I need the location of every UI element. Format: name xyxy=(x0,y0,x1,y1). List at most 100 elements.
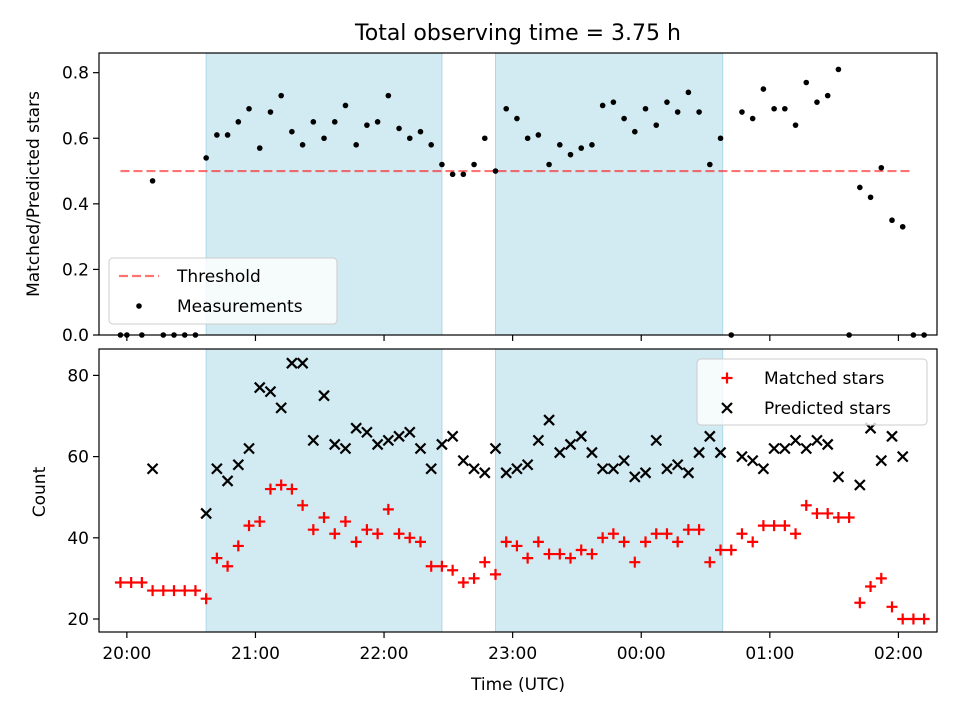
measurement-point xyxy=(632,128,638,135)
measurement-point xyxy=(224,132,231,138)
predicted-star-point xyxy=(221,475,234,487)
predicted-star-point xyxy=(693,446,705,459)
measurement-point xyxy=(321,135,327,142)
predicted-star-point xyxy=(746,454,759,467)
matched-star-point xyxy=(897,613,909,625)
legend-measurements-label: Measurements xyxy=(177,297,303,317)
legend-predicted-label: Predicted stars xyxy=(764,399,891,419)
matched-star-point xyxy=(865,581,877,593)
matched-star-point xyxy=(661,528,673,540)
matched-star-point xyxy=(607,528,619,540)
measurement-point xyxy=(589,142,595,148)
predicted-star-point xyxy=(532,434,545,447)
measurement-point xyxy=(299,142,306,148)
matched-star-point xyxy=(522,552,534,564)
predicted-star-point xyxy=(671,458,684,471)
chart-title: Total observing time = 3.75 h xyxy=(354,21,681,46)
y-tick-label: 80 xyxy=(67,366,89,386)
measurement-point xyxy=(214,132,220,138)
predicted-star-point xyxy=(446,430,459,443)
measurement-point xyxy=(739,109,745,115)
predicted-star-point xyxy=(286,357,298,369)
top-axes-frame xyxy=(98,52,938,336)
predicted-star-point xyxy=(521,458,534,471)
predicted-star-point xyxy=(264,385,277,398)
bottom-y-axis-label: Count xyxy=(30,466,50,517)
predicted-star-point xyxy=(757,463,770,475)
matched-star-point xyxy=(650,528,662,540)
predicted-star-point xyxy=(211,463,223,475)
matched-star-point xyxy=(489,568,501,580)
matched-star-point xyxy=(768,520,780,532)
measurement-point xyxy=(342,102,349,109)
measurement-point xyxy=(203,155,209,161)
measurement-point xyxy=(396,125,402,132)
measurement-point xyxy=(664,99,670,105)
predicted-star-point xyxy=(253,381,266,394)
matched-star-point xyxy=(736,528,748,540)
measurement-point xyxy=(267,109,274,115)
measurement-point xyxy=(707,161,713,168)
predicted-star-point xyxy=(554,446,566,459)
predicted-star-point xyxy=(350,422,362,434)
matched-star-point xyxy=(565,552,577,564)
measurement-point xyxy=(364,122,370,128)
predicted-star-point xyxy=(639,467,652,479)
predicted-star-point xyxy=(886,430,898,443)
predicted-star-point xyxy=(328,438,341,451)
predicted-star-point xyxy=(650,434,663,447)
matched-star-point xyxy=(168,585,180,597)
matched-star-point xyxy=(264,483,276,495)
matched-star-point xyxy=(189,585,201,597)
matched-star-point xyxy=(200,593,212,605)
legend-measurements-swatch xyxy=(136,303,142,309)
matched-star-point xyxy=(725,544,737,556)
predicted-star-point xyxy=(200,507,212,520)
matched-star-point xyxy=(275,479,287,491)
matched-star-point xyxy=(232,540,244,552)
matched-star-point xyxy=(222,560,234,572)
predicted-star-point xyxy=(511,463,523,475)
predicted-star-point xyxy=(768,442,780,455)
bottom-plot-area: 20 40 60 80 20:00 21:00 22:00 23:00 00:00 01:00 02… xyxy=(67,348,938,664)
predicted-star-point xyxy=(425,463,437,475)
measurement-point xyxy=(621,115,627,122)
matched-star-point xyxy=(597,532,609,544)
predicted-star-point xyxy=(596,463,609,475)
measurement-point xyxy=(246,105,252,112)
matched-star-point xyxy=(329,528,341,540)
predicted-star-point xyxy=(586,446,598,459)
measurement-point xyxy=(889,217,895,224)
matched-star-point xyxy=(511,540,523,552)
x-tick-label: 02:00 xyxy=(874,644,923,664)
measurement-point xyxy=(524,135,531,142)
measurement-point xyxy=(578,145,585,151)
legend-predicted-swatch xyxy=(721,402,733,414)
legend-threshold-label: Threshold xyxy=(176,267,261,287)
matched-star-point xyxy=(468,572,480,584)
measurement-point xyxy=(685,89,692,96)
measurement-point xyxy=(149,178,156,184)
predicted-star-point xyxy=(875,454,888,467)
measurement-point xyxy=(406,135,413,142)
measurement-point xyxy=(867,194,874,201)
measurement-point xyxy=(460,171,467,178)
predicted-star-point xyxy=(607,463,620,475)
observing-interval-band xyxy=(494,52,724,336)
measurement-point xyxy=(878,164,885,171)
predicted-star-point xyxy=(821,438,834,451)
matched-star-point xyxy=(886,601,898,613)
matched-star-point xyxy=(339,516,351,528)
matched-star-point xyxy=(114,576,126,588)
observing-interval-band xyxy=(494,348,724,633)
matched-star-point xyxy=(254,516,266,528)
measurement-point xyxy=(760,86,767,92)
matched-star-point xyxy=(779,520,791,532)
matched-star-point xyxy=(854,597,866,609)
matched-star-point xyxy=(404,532,416,544)
predicted-star-point xyxy=(479,467,491,479)
y-tick-label: 0.2 xyxy=(62,260,89,280)
matched-star-point xyxy=(672,536,684,548)
matched-star-point xyxy=(179,585,191,597)
matched-star-point xyxy=(147,585,159,597)
